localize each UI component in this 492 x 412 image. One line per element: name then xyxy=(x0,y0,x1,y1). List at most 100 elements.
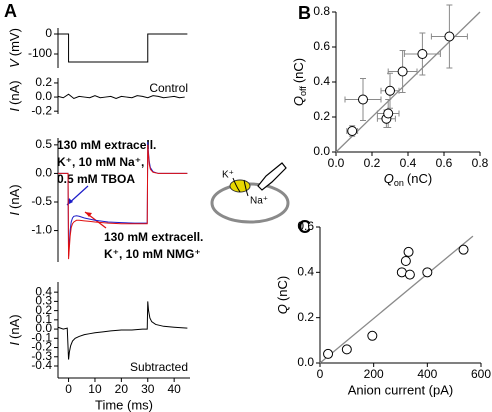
x-axis-label: Time (ms) xyxy=(95,397,153,412)
y-axis-label: Qoff (nC) xyxy=(291,58,308,106)
point xyxy=(400,256,411,266)
point xyxy=(403,246,414,257)
y-tick-label: 0.2 xyxy=(35,303,52,317)
label-unit: (nA) xyxy=(7,314,22,339)
y-tick-label: -0.4 xyxy=(31,358,52,372)
cell-diagram: K⁺ Na⁺ xyxy=(210,162,290,224)
label-subscript: on xyxy=(394,178,404,188)
y-tick-label: -0.1 xyxy=(31,330,52,344)
point xyxy=(323,348,334,359)
y-tick-label: 0.8 xyxy=(313,4,330,18)
fit-line xyxy=(319,235,474,364)
point xyxy=(383,108,394,119)
y-tick-label: -100 xyxy=(28,46,52,60)
point xyxy=(358,94,368,105)
y-tick-label: 0.2 xyxy=(297,310,314,324)
point xyxy=(397,66,408,77)
label-unit: (nA) xyxy=(7,80,22,105)
x-tick-label: 200 xyxy=(364,367,384,381)
x-tick-label: 600 xyxy=(471,367,491,381)
point xyxy=(458,244,469,255)
y-tick-label: 0.2 xyxy=(35,75,52,89)
label-symbol: V xyxy=(7,58,22,68)
annotation: K⁺, 10 mM NMG⁺ xyxy=(104,247,201,261)
diagram-label: K⁺ xyxy=(222,170,234,181)
panel-label: C xyxy=(298,217,311,237)
label-symbol: Q xyxy=(275,304,290,314)
point xyxy=(417,49,428,59)
y-tick-label: 0.4 xyxy=(313,74,330,88)
y-tick-label: 0.1 xyxy=(35,312,52,326)
y-tick-label: 0.3 xyxy=(35,294,52,308)
annotation: 130 mM extracell. xyxy=(104,230,203,244)
y-tick-label: 0.0 xyxy=(313,144,330,158)
y-tick-label: 0.5 xyxy=(35,137,52,151)
y-tick-label: -0.2 xyxy=(31,340,52,354)
label-symbol: I xyxy=(7,342,22,346)
annotation: 130 mM extracell. xyxy=(57,138,156,152)
x-tick-label: 30 xyxy=(141,382,155,396)
x-tick-label: 0 xyxy=(317,367,324,381)
y-tick-label: 0.0 xyxy=(297,355,314,369)
y-tick-label: 0.6 xyxy=(297,219,314,233)
annotation: Subtracted xyxy=(130,360,188,374)
annotation: 0.5 mM TBOA xyxy=(57,172,135,186)
label-subscript: off xyxy=(298,86,308,96)
x-tick-label: 10 xyxy=(88,382,102,396)
y-tick-label: -0.2 xyxy=(31,103,52,117)
y-axis-label: V (mV) xyxy=(7,28,22,68)
label-symbol: Q xyxy=(291,96,306,106)
x-tick-label: 0.2 xyxy=(364,156,381,170)
y-tick-label: 0.0 xyxy=(35,89,52,103)
point xyxy=(422,267,433,278)
y-axis-label: I (nA) xyxy=(7,80,22,111)
k-arrow xyxy=(232,177,241,193)
x-tick-label: 400 xyxy=(417,367,437,381)
y-tick-label: 0.4 xyxy=(35,284,52,298)
point xyxy=(444,31,455,42)
x-axis-label: Qon (nC) xyxy=(384,171,432,188)
x-tick-label: 20 xyxy=(115,382,129,396)
label-symbol: I xyxy=(7,108,22,112)
x-tick-label: 0.4 xyxy=(400,156,417,170)
y-axis-label: I (nA) xyxy=(7,184,22,215)
transporter xyxy=(229,179,251,193)
x-axis-label: Anion current (pA) xyxy=(348,382,454,397)
y-tick-label: -0.5 xyxy=(31,194,52,208)
x-tick-label: 0.6 xyxy=(436,156,453,170)
y-tick-label: -0.3 xyxy=(31,349,52,363)
y-tick-label: 0.0 xyxy=(35,321,52,335)
arrow-head xyxy=(85,212,92,217)
x-tick-label: 0 xyxy=(65,382,72,396)
point xyxy=(367,330,378,341)
label-unit: (mV) xyxy=(7,28,22,56)
point xyxy=(385,85,395,96)
y-tick-label: 0.4 xyxy=(297,265,314,279)
trace xyxy=(58,144,188,260)
y-tick-label: -1.0 xyxy=(31,223,52,237)
label-symbol: Q xyxy=(384,171,394,186)
point xyxy=(341,344,352,355)
y-tick-label: 0.0 xyxy=(35,166,52,180)
fit-line xyxy=(335,11,481,153)
trace xyxy=(57,301,188,360)
trace xyxy=(57,93,185,100)
x-tick-label: 0.8 xyxy=(472,156,489,170)
y-tick-label: 0 xyxy=(45,26,52,40)
panel-label: A xyxy=(4,1,17,21)
y-axis-label: I (nA) xyxy=(7,314,22,345)
label-unit: (nC) xyxy=(291,58,306,83)
annotation: K⁺, 10 mM Na⁺, xyxy=(57,155,144,169)
x-tick-label: 40 xyxy=(167,382,181,396)
trace xyxy=(58,33,188,63)
label-unit: (nC) xyxy=(407,171,432,186)
label-unit: (nA) xyxy=(7,184,22,209)
annotation: Control xyxy=(149,81,188,95)
label-unit: (nC) xyxy=(275,276,290,301)
point xyxy=(347,126,358,136)
diagram-label: Na⁺ xyxy=(250,196,268,207)
y-axis-label: Q (nC) xyxy=(275,276,290,314)
point xyxy=(404,269,415,280)
